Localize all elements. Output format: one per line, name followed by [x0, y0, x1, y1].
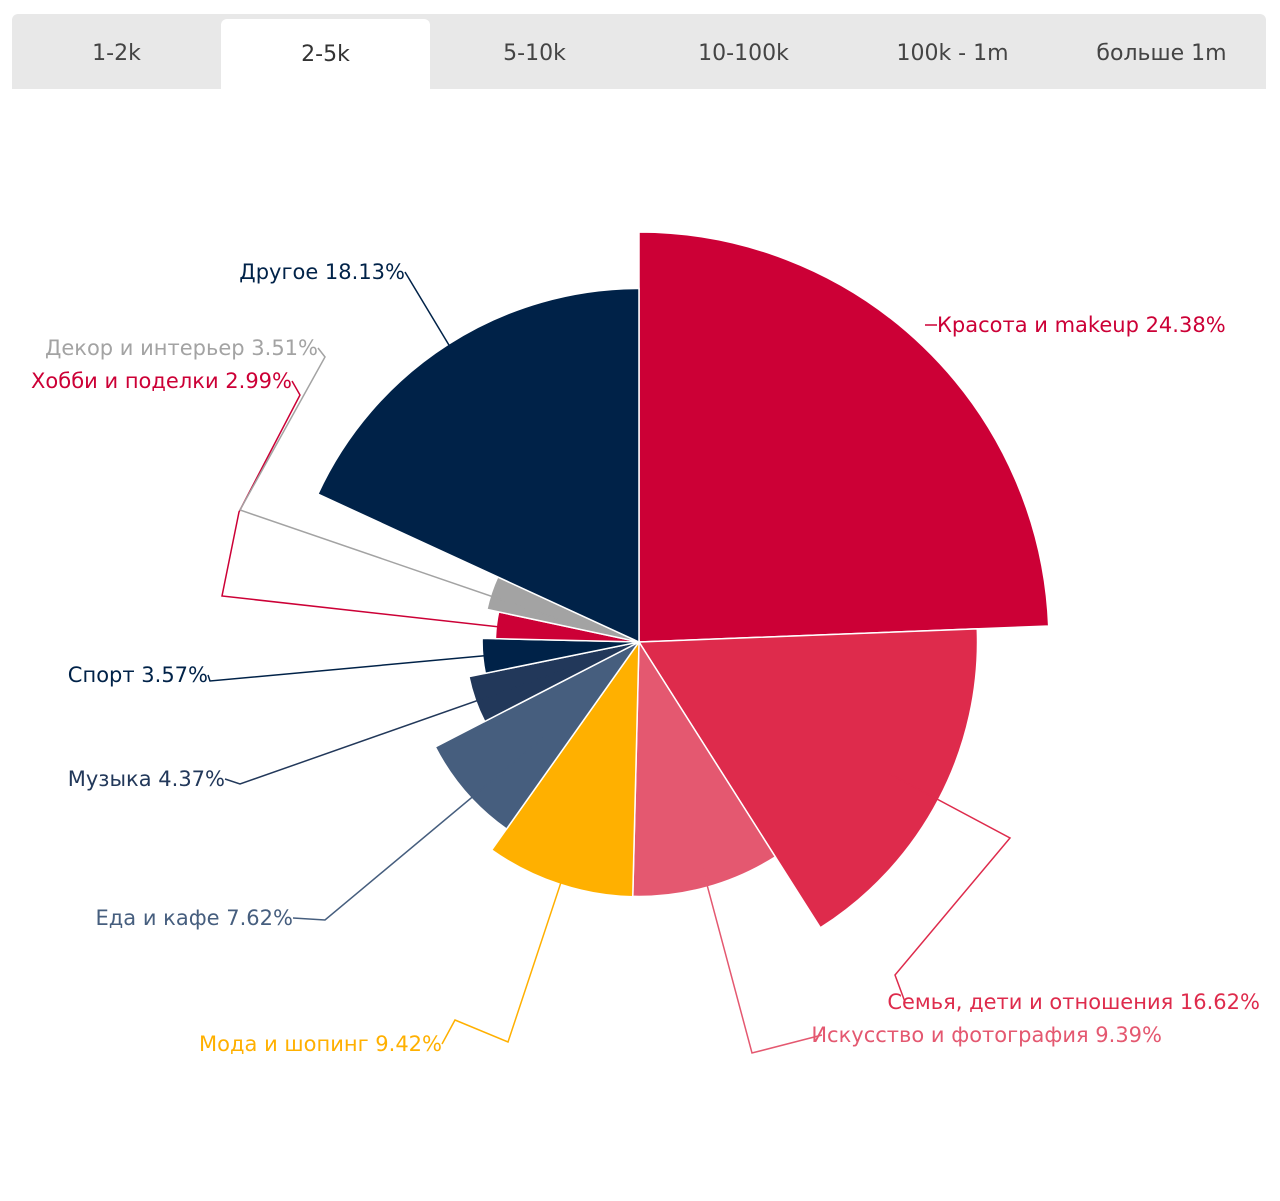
leader-line	[889, 773, 1012, 1003]
pie-slice[interactable]	[490, 639, 640, 898]
slice-label: Музыка 4.37%	[68, 767, 225, 791]
pie-slice[interactable]	[316, 287, 640, 644]
leader-line	[292, 737, 544, 921]
tab-10-100k[interactable]: 10-100k	[698, 41, 789, 66]
slice-label: Искусство и фотография 9.39%	[811, 1023, 1162, 1047]
range-tabs: 1-2k 2-5k 5-10k 10-100k 100k - 1m больше…	[12, 14, 1266, 89]
slice-label: Декор и интерьер 3.51%	[45, 336, 318, 360]
slice-label: Спорт 3.57%	[68, 663, 208, 687]
tab-100k-1m[interactable]: 100k - 1m	[896, 41, 1009, 66]
leader-line	[238, 347, 585, 629]
slice-label: Еда и кафе 7.62%	[96, 906, 293, 930]
slice-label: Хобби и поделки 2.99%	[31, 369, 292, 393]
leader-line	[207, 646, 581, 682]
leader-line	[682, 794, 823, 1054]
tab-more-1m[interactable]: больше 1m	[1096, 41, 1227, 66]
slice-label: Мода и шопинг 9.42%	[199, 1032, 442, 1056]
pie-slice[interactable]	[434, 641, 640, 831]
leader-line	[224, 667, 571, 785]
pie-slice[interactable]	[468, 641, 640, 723]
tab-2-5k[interactable]: 2-5k	[221, 19, 430, 89]
pie-slice[interactable]	[638, 231, 1050, 643]
leader-line	[221, 380, 591, 638]
slice-label: Семья, дети и отношения 16.62%	[887, 990, 1260, 1014]
tab-5-10k[interactable]: 5-10k	[503, 41, 566, 66]
leader-line	[404, 271, 474, 386]
tab-1-2k[interactable]: 1-2k	[92, 41, 141, 66]
slice-label: Красота и makeup 24.38%	[937, 313, 1226, 337]
leader-line	[441, 797, 590, 1045]
slice-label: Другое 18.13%	[239, 260, 405, 284]
